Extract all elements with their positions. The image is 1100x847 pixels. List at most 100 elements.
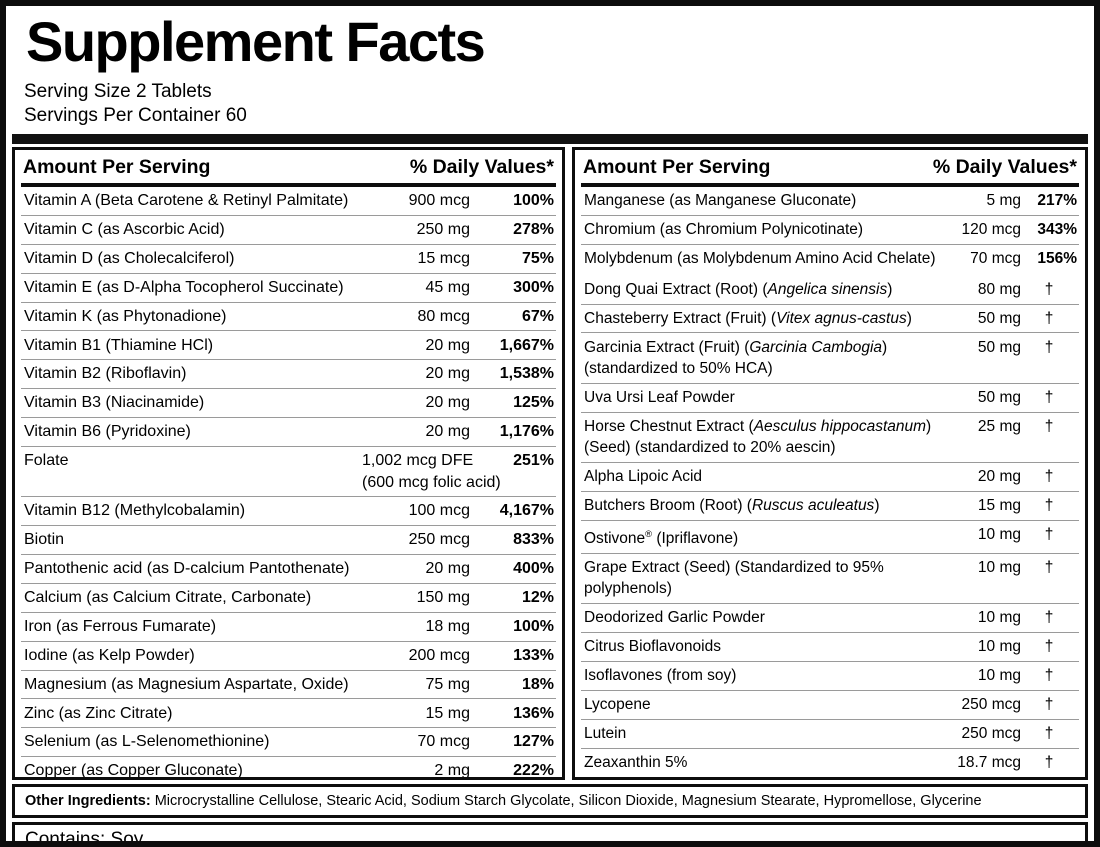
daily-value-percent: 4,167% [499, 502, 554, 520]
ingredient-name: Deodorized Garlic Powder [581, 607, 945, 629]
amount-value: 70 mcg [970, 249, 1021, 267]
daily-value-percent: 125% [513, 394, 554, 412]
ingredient-name: Iodine (as Kelp Powder) [21, 645, 362, 667]
amount-value: 120 mcg [961, 221, 1021, 239]
servings-per-container-text: Servings Per Container 60 [24, 105, 247, 126]
amount-value: 10 mg [977, 638, 1021, 656]
botanicals-rows: Dong Quai Extract (Root) (Angelica sinen… [581, 276, 1079, 777]
page-title: Supplement Facts [26, 10, 486, 73]
ingredient-name: Ostivone® (Ipriflavone) [581, 524, 945, 550]
daily-value-percent: 222% [513, 762, 554, 780]
ingredient-amount: 10 mg [945, 524, 1021, 546]
ingredient-name: Chromium (as Chromium Polynicotinate) [581, 219, 945, 241]
ingredient-name-segment: Isoflavones (from soy) [584, 667, 737, 685]
ingredient-name: Garcinia Extract (Fruit) (Garcinia Cambo… [581, 337, 945, 380]
table-row: Molybdenum (as Molybdenum Amino Acid Che… [581, 245, 1079, 273]
ingredient-amount: 250 mg [362, 219, 470, 241]
ingredient-name-segment: Grape Extract (Seed) (Standardized to 95… [584, 558, 884, 598]
ingredient-name-segment: Angelica sinensis [767, 280, 888, 298]
ingredient-amount: 10 mg [945, 636, 1021, 658]
ingredient-name-segment: Molybdenum (as Molybdenum Amino Acid Che… [584, 249, 936, 267]
ingredient-amount: 15 mg [362, 703, 470, 725]
amount-value: 15 mg [977, 497, 1021, 515]
column-header-daily-value: % Daily Values* [409, 156, 554, 178]
table-row: Manganese (as Manganese Gluconate) 5 mg 21… [581, 187, 1079, 216]
table-row: Vitamin D (as Cholecalciferol) 15 mcg 75% [21, 245, 556, 274]
ingredient-name-segment: Iron (as Ferrous Fumarate) [24, 617, 217, 635]
ingredient-name-segment: Vitamin B3 (Niacinamide) [24, 394, 205, 412]
ingredient-name: Selenium (as L-Selenomethionine) [21, 731, 362, 753]
table-row: Chromium (as Chromium Polynicotinate) 120… [581, 216, 1079, 245]
ingredient-name-segment: Manganese (as Manganese Gluconate) [584, 192, 857, 210]
contains-box: Contains: Soy [12, 822, 1088, 841]
amount-value: 20 mg [425, 394, 470, 412]
ingredient-name: Isoflavones (from soy) [581, 665, 945, 687]
daily-value-dagger: † [1044, 724, 1054, 742]
ingredient-name-segment: Garcinia Extract (Fruit) ( [584, 338, 750, 356]
amount-value: 15 mcg [417, 249, 470, 267]
ingredient-name-segment: Dong Quai Extract (Root) ( [584, 280, 768, 298]
table-row: Vitamin B1 (Thiamine HCl) 20 mg 1,667% [21, 331, 556, 361]
daily-value-percent: 67% [521, 307, 554, 325]
ingredient-name-segment: Horse Chestnut Extract ( [584, 417, 754, 435]
minerals-rows: Manganese (as Manganese Gluconate) 5 mg 21… [581, 187, 1079, 273]
column-header-amount: Amount Per Serving [23, 156, 211, 178]
ingredient-name: Biotin [21, 529, 362, 551]
daily-value-dagger: † [1044, 695, 1054, 713]
ingredient-name: Vitamin B12 (Methylcobalamin) [21, 500, 362, 522]
ingredient-amount: 200 mcg [362, 645, 470, 667]
amount-value: 70 mcg [417, 733, 470, 751]
ingredient-name-segment: Pantothenic acid (as D-calcium Pantothen… [24, 560, 350, 578]
ingredient-name-segment: Calcium (as Calcium Citrate, Carbonate) [24, 589, 312, 607]
table-row: Zinc (as Zinc Citrate) 15 mg 136% [21, 699, 556, 729]
ingredient-name-segment: Butchers Broom (Root) ( [584, 497, 752, 515]
amount-value: 150 mg [416, 589, 470, 607]
ingredient-amount: 20 mg [362, 335, 470, 357]
table-row: Deodorized Garlic Powder 10 mg † [581, 604, 1079, 634]
daily-value-dagger: † [1044, 497, 1054, 515]
daily-value-percent: 12% [521, 589, 554, 607]
daily-value-dagger: † [1044, 338, 1054, 356]
ingredient-name-segment: (Ipriflavone) [652, 530, 739, 548]
daily-value-percent: 343% [1037, 221, 1077, 239]
table-row: Vitamin B2 (Riboflavin) 20 mg 1,538% [21, 360, 556, 390]
table-row: Vitamin E (as D-Alpha Tocopherol Succina… [21, 274, 556, 303]
ingredient-amount: 250 mcg [945, 694, 1021, 716]
amount-value: 250 mcg [961, 695, 1021, 713]
ingredient-name-segment: Vitamin C (as Ascorbic Acid) [24, 221, 225, 239]
table-row: Vitamin A (Beta Carotene & Retinyl Palmi… [21, 187, 556, 216]
daily-value-percent: 400% [513, 560, 554, 578]
ingredient-name-segment: ) [882, 338, 888, 356]
ingredient-name: Vitamin E (as D-Alpha Tocopherol Succina… [21, 277, 362, 299]
table-row: Vitamin K (as Phytonadione) 80 mcg 67% [21, 303, 556, 332]
ingredient-amount: 20 mg [945, 466, 1021, 488]
daily-value-percent: 100% [513, 617, 554, 635]
ingredient-name-segment: Vitamin K (as Phytonadione) [24, 307, 227, 325]
table-row: Zeaxanthin 5% 18.7 mcg † [581, 749, 1079, 777]
table-row: Biotin 250 mcg 833% [21, 526, 556, 555]
ingredient-amount: 50 mg [945, 387, 1021, 409]
ingredient-name-segment: Vitamin B6 (Pyridoxine) [24, 423, 191, 441]
table-row: Vitamin B12 (Methylcobalamin) 100 mcg 4,16… [21, 497, 556, 527]
ingredient-amount: 1,002 mcg DFE (600 mcg folic acid) [362, 450, 501, 493]
daily-value-percent: 1,667% [499, 336, 554, 354]
ingredient-amount: 150 mg [362, 587, 470, 609]
daily-value-dagger: † [1044, 667, 1054, 685]
other-ingredients-label: Other Ingredients: [25, 793, 151, 809]
ingredient-amount: 80 mg [945, 279, 1021, 301]
daily-value-percent: 300% [513, 278, 554, 296]
amount-value: 10 mg [977, 667, 1021, 685]
ingredient-name-segment: Vitamin B2 (Riboflavin) [24, 365, 187, 383]
table-row: Chasteberry Extract (Fruit) (Vitex agnus… [581, 305, 1079, 334]
amount-value: 15 mg [425, 704, 470, 722]
label-header: Supplement Facts Serving Size 2 Tablets … [12, 12, 1088, 128]
amount-value: 200 mcg [408, 646, 470, 664]
other-ingredients-box: Other Ingredients: Microcrystalline Cell… [12, 784, 1088, 818]
table-row: Magnesium (as Magnesium Aspartate, Oxide… [21, 671, 556, 700]
amount-value: 20 mg [425, 423, 470, 441]
daily-value-percent: 278% [513, 221, 554, 239]
ingredient-amount: 10 mg [945, 607, 1021, 629]
amount-value: 1,002 mcg DFE [362, 452, 474, 470]
table-row: Selenium (as L-Selenomethionine) 70 mcg 12… [21, 728, 556, 758]
ingredient-name-segment: Ruscus aculeatus [751, 497, 875, 515]
